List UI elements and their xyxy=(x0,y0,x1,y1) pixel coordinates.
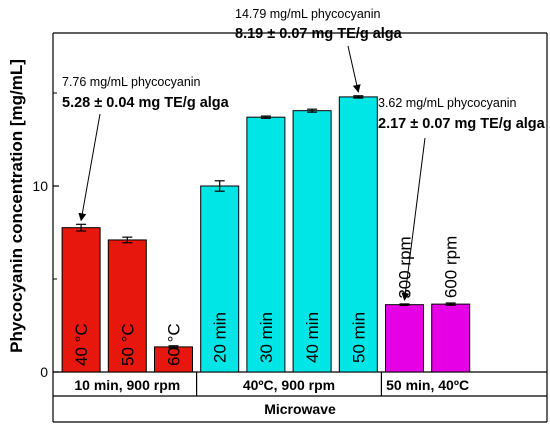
y-tick-label: 10 xyxy=(32,178,48,194)
bar-category-label: 40 min xyxy=(303,312,322,363)
group-label: 10 min, 900 rpm xyxy=(74,377,180,393)
y-axis-label: Phycocyanin concentration [mg/mL] xyxy=(7,59,26,353)
bar-category-label: 60 °C xyxy=(165,323,184,366)
annotation-line1: 14.79 mg/mL phycocyanin xyxy=(235,7,381,21)
annotation-line1: 7.76 mg/mL phycocyanin xyxy=(62,75,201,89)
bar xyxy=(246,116,286,373)
annotation-arrow xyxy=(347,45,361,93)
group-super-label: Microwave xyxy=(264,401,336,417)
annotation-line1: 3.62 mg/mL phycocyanin xyxy=(378,96,517,110)
bars xyxy=(61,95,471,373)
annotations: 7.76 mg/mL phycocyanin 5.28 ± 0.04 mg TE/… xyxy=(62,7,546,301)
bar-category-label: 50 min xyxy=(349,312,368,363)
bar-category-label: 600 rpm xyxy=(442,236,461,298)
bar-category-label: 50 °C xyxy=(118,323,137,366)
bar-category-label: 40 °C xyxy=(72,323,91,366)
group-label: 50 min, 40ºC xyxy=(386,377,469,393)
bar-labels: 40 °C 50 °C 60 °C 20 min 30 min 40 min 50 min 3… xyxy=(72,236,461,366)
group-labels: 10 min, 900 rpm 40ºC, 900 rpm 50 min, 40ºC… xyxy=(52,372,548,423)
annotation-line2: 5.28 ± 0.04 mg TE/g alga xyxy=(62,95,230,111)
group-label: 40ºC, 900 rpm xyxy=(243,377,335,393)
bar xyxy=(107,239,147,373)
y-tick-label: 0 xyxy=(40,364,48,380)
bar xyxy=(338,96,378,373)
bar xyxy=(200,185,240,373)
annotation-arrow xyxy=(78,113,101,222)
bar-category-label: 30 min xyxy=(257,312,276,363)
annotation-line2: 2.17 ± 0.07 mg TE/g alga xyxy=(378,116,546,132)
bar-category-label: 20 min xyxy=(211,312,230,363)
bar-category-label: 300 rpm xyxy=(396,236,415,298)
annotation-line2: 8.19 ± 0.07 mg TE/g alga xyxy=(235,26,403,42)
bar xyxy=(385,304,424,373)
annotation-arrow xyxy=(401,137,426,301)
bar xyxy=(154,346,193,373)
bar xyxy=(431,303,471,373)
